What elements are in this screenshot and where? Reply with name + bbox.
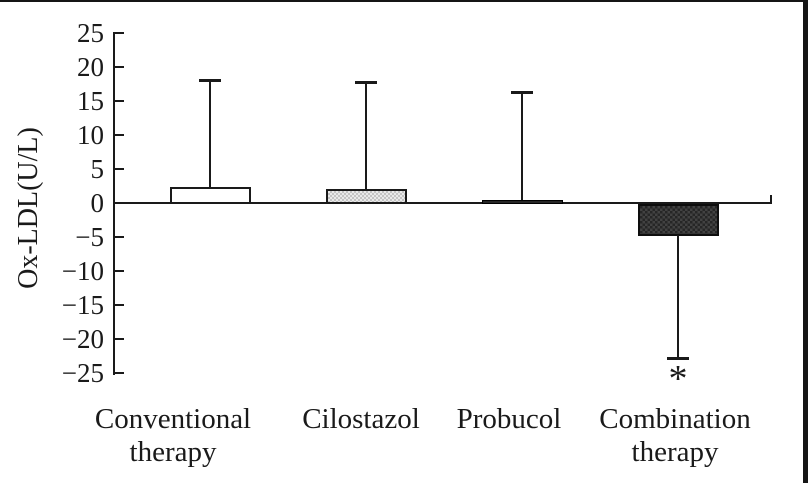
error-bar-upper xyxy=(365,82,367,189)
x-axis-end-tick xyxy=(770,195,772,204)
error-bar-upper xyxy=(209,80,211,187)
x-axis-label-probucol: Probucol xyxy=(456,403,562,435)
y-tick-mark xyxy=(115,270,124,272)
y-tick-label: −5 xyxy=(75,222,104,252)
top-border-line xyxy=(0,0,808,2)
bar-combination-therapy xyxy=(638,204,719,236)
x-axis-line xyxy=(113,202,772,204)
bar-probucol xyxy=(482,200,563,204)
y-tick-label: −25 xyxy=(61,358,104,388)
y-tick-label: 0 xyxy=(90,188,105,218)
x-axis-label-combination-therapy: Combination therapy xyxy=(599,403,751,468)
y-tick-label: 5 xyxy=(90,154,105,184)
bar-conventional-therapy xyxy=(170,187,251,204)
y-tick-mark xyxy=(115,134,124,136)
y-tick-mark xyxy=(115,304,124,306)
y-tick-label: 15 xyxy=(77,86,104,116)
y-tick-mark xyxy=(115,32,124,34)
x-axis-label-conventional-therapy: Conventional therapy xyxy=(94,403,252,468)
error-bar-cap xyxy=(199,79,221,82)
y-tick-mark xyxy=(115,168,124,170)
y-tick-mark xyxy=(115,236,124,238)
y-tick-label: −20 xyxy=(61,324,104,354)
y-tick-mark xyxy=(115,372,124,374)
error-bar-cap xyxy=(667,357,689,360)
y-tick-label: 20 xyxy=(77,52,104,82)
y-tick-label: −15 xyxy=(61,290,104,320)
y-tick-label: −10 xyxy=(61,256,104,286)
y-tick-label: 10 xyxy=(77,120,104,150)
error-bar-cap xyxy=(511,91,533,94)
significance-asterisk: * xyxy=(668,358,688,400)
error-bar-cap xyxy=(355,81,377,84)
y-tick-mark xyxy=(115,338,124,340)
y-tick-mark xyxy=(115,202,124,204)
y-tick-mark xyxy=(115,100,124,102)
bar-cilostazol xyxy=(326,189,407,204)
error-bar-upper xyxy=(521,92,523,200)
y-tick-mark xyxy=(115,66,124,68)
x-axis-label-cilostazol: Cilostazol xyxy=(302,403,420,435)
error-bar-lower xyxy=(677,235,679,358)
y-tick-label: 25 xyxy=(77,18,104,48)
right-border-line xyxy=(803,0,808,483)
